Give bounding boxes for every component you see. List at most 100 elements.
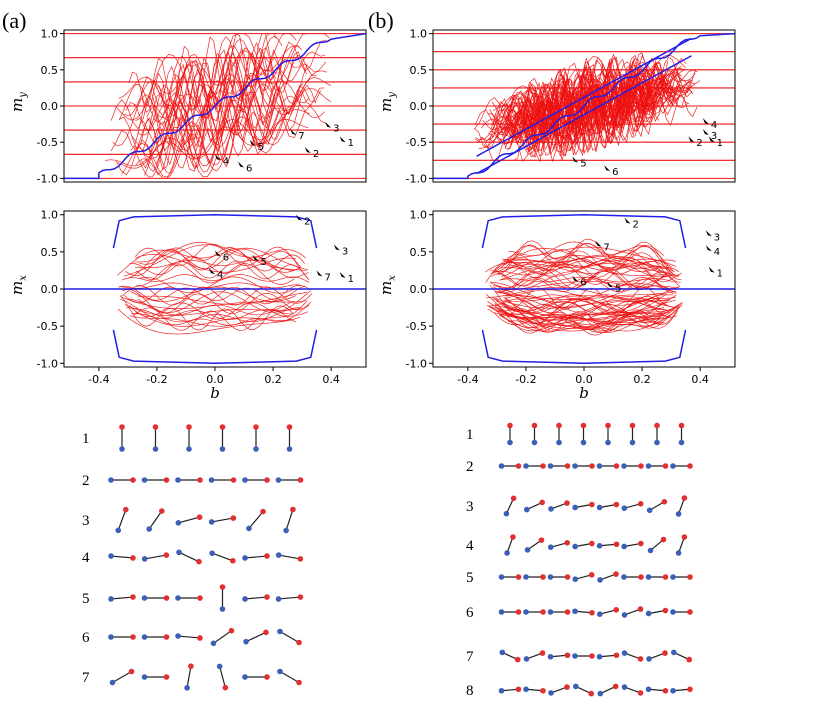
spin-blue-site — [523, 656, 530, 662]
spin-red-site — [613, 541, 620, 548]
annotation-label: 2 — [304, 217, 310, 228]
spin-bond — [550, 542, 568, 548]
annotation-label: 5 — [580, 158, 586, 169]
spin-red-site — [613, 607, 620, 613]
panel-label-b: (b) — [368, 8, 394, 33]
spin-red-site — [540, 687, 546, 694]
spin-row-label: 1 — [466, 427, 474, 443]
branch-curve — [477, 78, 678, 163]
spin-blue-site — [275, 477, 282, 483]
spin-row: 1 — [82, 424, 293, 452]
spin-blue-site — [647, 547, 654, 554]
branch-curve — [123, 285, 312, 305]
spin-blue-site — [108, 553, 114, 559]
spin-red-site — [637, 656, 644, 662]
branch-curve — [122, 289, 312, 315]
spin-red-site — [613, 652, 620, 659]
spin-red-site — [130, 477, 136, 483]
spin-red-site — [515, 686, 522, 693]
spin-red-site — [589, 540, 595, 547]
spin-panel-1: 1 2 3 4 5 6 7 — [82, 424, 304, 691]
spin-blue-site — [498, 687, 505, 694]
y-tick-label: 0.5 — [410, 246, 428, 259]
spin-bond — [624, 542, 641, 548]
spin-blue-site — [548, 506, 554, 512]
annotation-arrow — [595, 240, 602, 247]
spin-bond — [678, 536, 685, 554]
spin-bond — [248, 511, 264, 529]
spin-red-site — [589, 501, 595, 508]
annotation-arrow — [688, 136, 695, 143]
branch-curve — [155, 33, 297, 106]
spin-red-site — [589, 609, 595, 616]
spin-bond — [575, 574, 592, 580]
spin-blue-site — [219, 446, 226, 452]
annotation-label: 6 — [580, 278, 586, 289]
branch-curve — [119, 295, 294, 331]
spin-bond — [575, 685, 592, 695]
annotation-arrow — [249, 139, 256, 146]
spin-blue-site — [596, 653, 603, 660]
spin-row-label: 1 — [82, 431, 90, 447]
plot-area — [433, 32, 735, 180]
branch-curve — [490, 238, 679, 278]
spin-row: 2 — [466, 459, 693, 475]
spin-red-site — [662, 574, 669, 580]
annotation-label: 5 — [615, 284, 621, 295]
branch-curve — [151, 45, 288, 127]
spin-row-label: 6 — [466, 605, 474, 621]
spin-red-site — [539, 650, 546, 656]
spin-red-site — [531, 422, 538, 429]
branch-curve — [495, 58, 665, 143]
spin-red-site — [661, 498, 668, 505]
spin-red-site — [612, 683, 619, 690]
chart-3: 1.0 0.5 0.0 -0.5 -1.0 my 143 5 6 2 — [377, 28, 736, 185]
chart-4: 1.0 0.5 0.0 -0.5 -1.0 -0.4 -0.2 0.0 0.2 0.4 mx b 2 3 4… — [377, 209, 736, 402]
spin-blue-site — [184, 685, 190, 691]
spin-red-site — [662, 650, 668, 656]
branch-curve — [506, 306, 680, 332]
y-tick-label: 0.0 — [410, 283, 428, 296]
branch-curve — [500, 62, 673, 135]
ground-state-curve — [64, 32, 366, 180]
spin-red-site — [163, 634, 170, 640]
spin-red-site — [678, 422, 685, 429]
spin-red-site — [638, 574, 644, 580]
spin-bond — [650, 539, 664, 551]
branch-curve — [501, 260, 679, 277]
spin-blue-site — [208, 477, 215, 483]
chart-2: 1.0 0.5 0.0 -0.5 -1.0 -0.4 -0.2 0.0 0.2 0.4 mx b 2 3 6… — [8, 209, 367, 402]
plot-area — [64, 213, 366, 365]
spin-bond — [649, 501, 665, 511]
annotation-arrow — [316, 270, 323, 277]
spin-red-site — [163, 552, 170, 558]
branch-curve — [492, 298, 676, 328]
annotation-arrow — [339, 136, 346, 143]
spin-red-site — [230, 557, 236, 564]
spin-red-site — [260, 508, 266, 515]
y-tick-label: 0.5 — [410, 64, 428, 77]
spin-blue-site — [621, 612, 628, 618]
spin-red-site — [613, 501, 620, 508]
spin-red-site — [197, 477, 203, 483]
branch-curve — [133, 307, 297, 331]
branch-curve — [507, 89, 657, 151]
branch-curve — [488, 87, 678, 142]
branch-curve — [474, 81, 696, 143]
branch-curve — [105, 119, 309, 167]
annotation-arrow — [296, 214, 303, 221]
annotation-label: 7 — [603, 243, 609, 254]
annotation-arrow — [238, 161, 245, 168]
spin-red-site — [564, 609, 571, 615]
branch-curve — [123, 244, 307, 277]
spin-blue-site — [621, 505, 628, 511]
x-tick-label: 0.4 — [322, 373, 340, 386]
spin-row: 4 — [466, 534, 688, 556]
plot-area — [64, 32, 366, 180]
spin-blue-site — [109, 679, 116, 686]
spin-blue-site — [253, 446, 259, 452]
x-tick-label: 0.4 — [691, 373, 709, 386]
x-tick-label: -0.4 — [457, 373, 478, 386]
spin-row-label: 4 — [82, 550, 90, 566]
spin-blue-site — [286, 446, 293, 452]
